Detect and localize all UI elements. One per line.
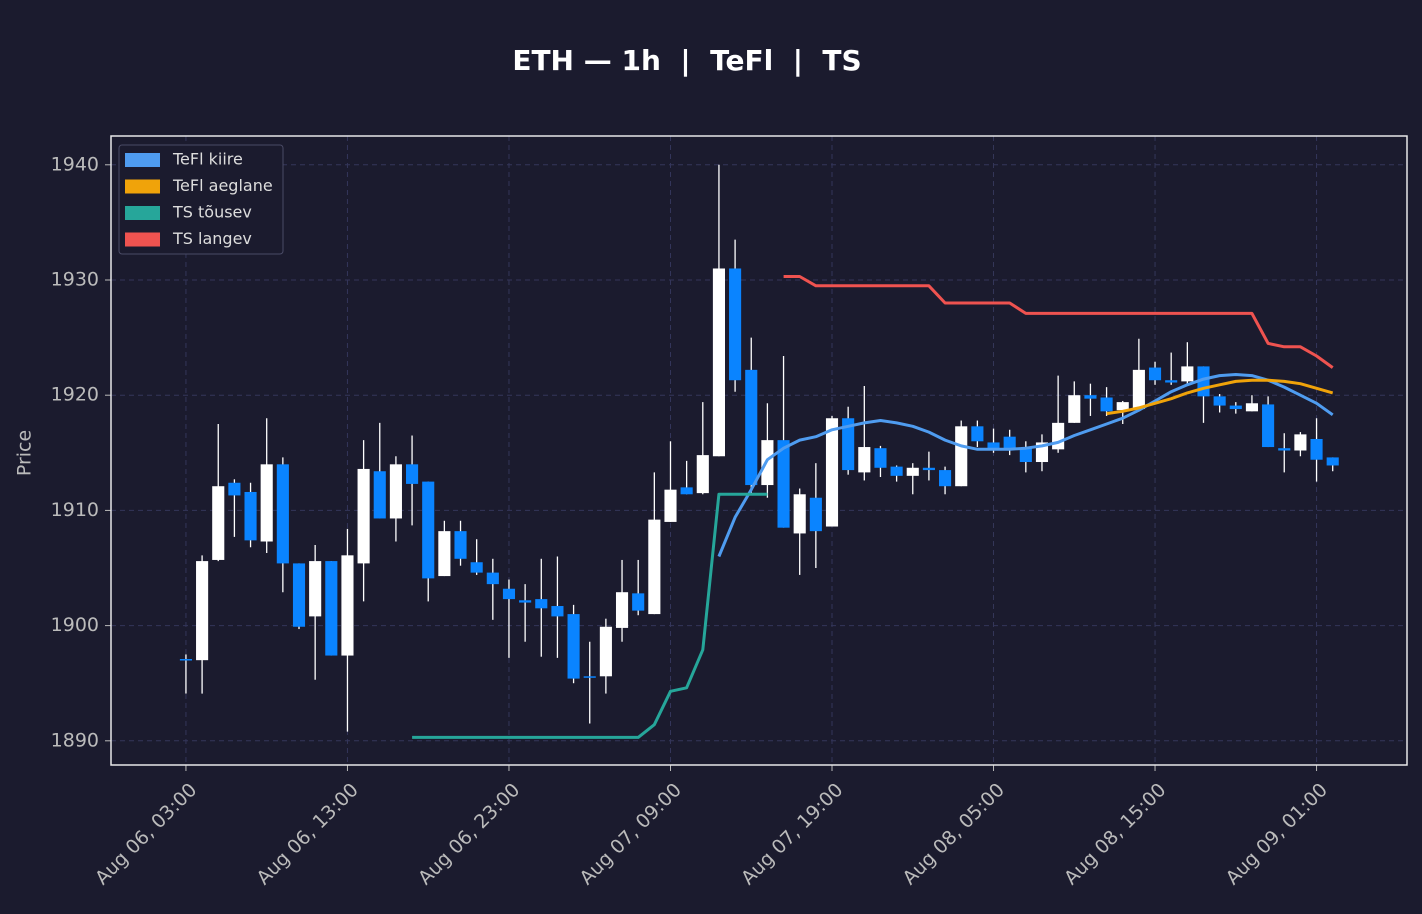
candle-body <box>939 470 952 487</box>
legend-label: TeFl kiire <box>172 150 243 169</box>
candle-body <box>519 600 532 603</box>
candle-body <box>955 426 968 487</box>
candle-body <box>389 464 402 519</box>
candle-body <box>470 562 483 573</box>
legend-label: TS tõusev <box>172 203 252 222</box>
y-tick-label: 1900 <box>51 614 99 636</box>
candle-body <box>664 489 677 522</box>
candle-body <box>551 606 564 617</box>
legend-swatch <box>125 179 160 194</box>
candle-body <box>1148 367 1162 381</box>
legend-swatch <box>125 206 160 220</box>
candle-body <box>680 487 693 495</box>
candle-body <box>874 448 887 468</box>
legend: TeFl kiire TeFl aeglane TS tõusev TS langev <box>118 144 284 255</box>
candle-body <box>648 519 661 615</box>
candle-body <box>1181 366 1194 382</box>
candle-body <box>1100 397 1113 412</box>
candle-body <box>971 426 984 442</box>
candle-body <box>825 418 839 527</box>
candle-body <box>809 497 822 532</box>
legend-label: TeFl aeglane <box>172 176 273 195</box>
candle-body <box>1326 457 1339 466</box>
plot-frame <box>110 135 1408 766</box>
series-line <box>783 275 1334 369</box>
candle-body <box>583 676 596 678</box>
candle-body <box>212 486 225 560</box>
candle-body <box>260 464 273 542</box>
candle-body <box>842 418 855 471</box>
candle-body <box>712 268 726 457</box>
chart-title: ETH — 1h | TeFl | TS <box>512 44 861 77</box>
y-tick-label: 1920 <box>51 384 99 406</box>
candle-body <box>406 464 419 484</box>
candle-body <box>922 467 935 471</box>
candle-body <box>906 467 919 476</box>
candle-body <box>1245 403 1259 412</box>
candle-body <box>793 494 806 534</box>
candle-body <box>1229 405 1242 410</box>
candle-body <box>1052 422 1065 450</box>
candle-body <box>745 369 758 486</box>
candle-body <box>987 442 1000 450</box>
candle-body <box>632 593 645 611</box>
candle-body <box>890 466 903 476</box>
legend-swatch <box>125 153 160 167</box>
candle-body <box>454 531 467 559</box>
y-axis-label: Price <box>14 430 36 476</box>
series-line <box>412 492 768 739</box>
y-tick-label: 1940 <box>51 153 99 175</box>
candle-body <box>276 464 289 564</box>
candle-body <box>1165 380 1178 383</box>
y-tick-label: 1890 <box>51 729 99 751</box>
y-tick-label: 1930 <box>51 269 99 291</box>
candle-body <box>1003 436 1016 449</box>
candle-body <box>292 563 306 627</box>
candle-body <box>858 447 871 473</box>
candle-body <box>1310 438 1323 460</box>
candle-body <box>196 561 209 661</box>
candle-body <box>535 599 548 609</box>
candle-body <box>599 626 612 677</box>
candle-body <box>729 268 742 381</box>
series-line <box>1106 378 1334 416</box>
candle-body <box>1068 395 1081 423</box>
candle-body <box>1294 434 1307 451</box>
legend-label: TS langev <box>172 229 252 248</box>
candle-body <box>777 440 790 528</box>
candle-body <box>373 471 386 519</box>
series-line <box>717 373 1334 558</box>
candle-body <box>615 592 629 628</box>
candle-body <box>325 561 338 656</box>
candle-body <box>696 455 709 494</box>
candle-body <box>1262 404 1275 448</box>
candle-body <box>567 614 580 679</box>
candle-body <box>422 481 435 579</box>
candle-body <box>502 588 516 600</box>
candle-body <box>438 531 451 577</box>
candle-body <box>244 491 257 541</box>
candle-body <box>228 482 241 496</box>
candle-body <box>357 468 370 564</box>
candle-body <box>486 572 499 585</box>
y-tick-label: 1910 <box>51 499 99 521</box>
legend-box <box>118 144 284 255</box>
candle-body <box>1132 369 1145 410</box>
legend-swatch <box>125 232 160 247</box>
candle-body <box>309 561 322 617</box>
candle-body <box>341 555 354 656</box>
candle-body <box>1213 396 1226 406</box>
candle-body <box>1116 402 1129 411</box>
candle-body <box>1084 395 1097 399</box>
candle-body <box>1019 448 1032 463</box>
candle-body <box>1278 448 1291 451</box>
candle-body <box>179 659 192 661</box>
